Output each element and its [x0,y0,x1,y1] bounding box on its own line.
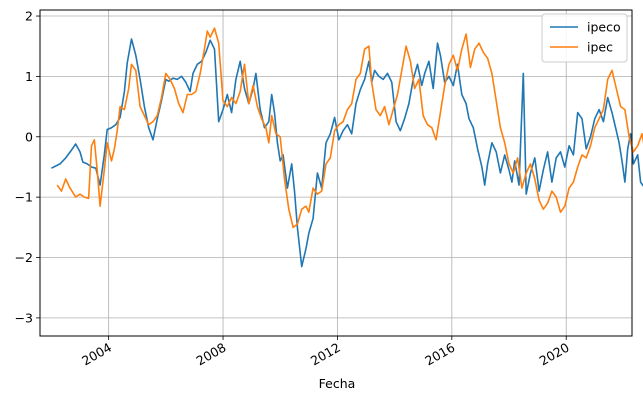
legend-label-ipec: ipec [587,40,613,55]
x-tick-label: 2012 [308,340,343,369]
x-tick-label: 2008 [193,340,228,369]
y-tick-label: 1 [25,69,33,84]
y-tick-label: 2 [25,9,33,24]
y-tick-label: −2 [15,250,33,265]
plot-frame [39,9,633,337]
y-tick-label: −3 [15,310,33,325]
legend-label-ipeco: ipeco [587,20,621,35]
legend: ipeco ipec [541,13,628,63]
series-line-ipec [56,27,643,229]
x-tick-label: 2016 [422,340,457,369]
legend-box [541,13,628,63]
x-tick-label: 2020 [537,340,572,369]
x-tick-label: 2004 [79,340,114,369]
series-line-ipeco [51,38,643,268]
y-tick-label: 0 [25,129,33,144]
grid-lines [40,10,632,336]
y-tick-label: −1 [15,190,33,205]
x-axis-label: Fecha [319,376,356,391]
series-lines [51,27,643,268]
